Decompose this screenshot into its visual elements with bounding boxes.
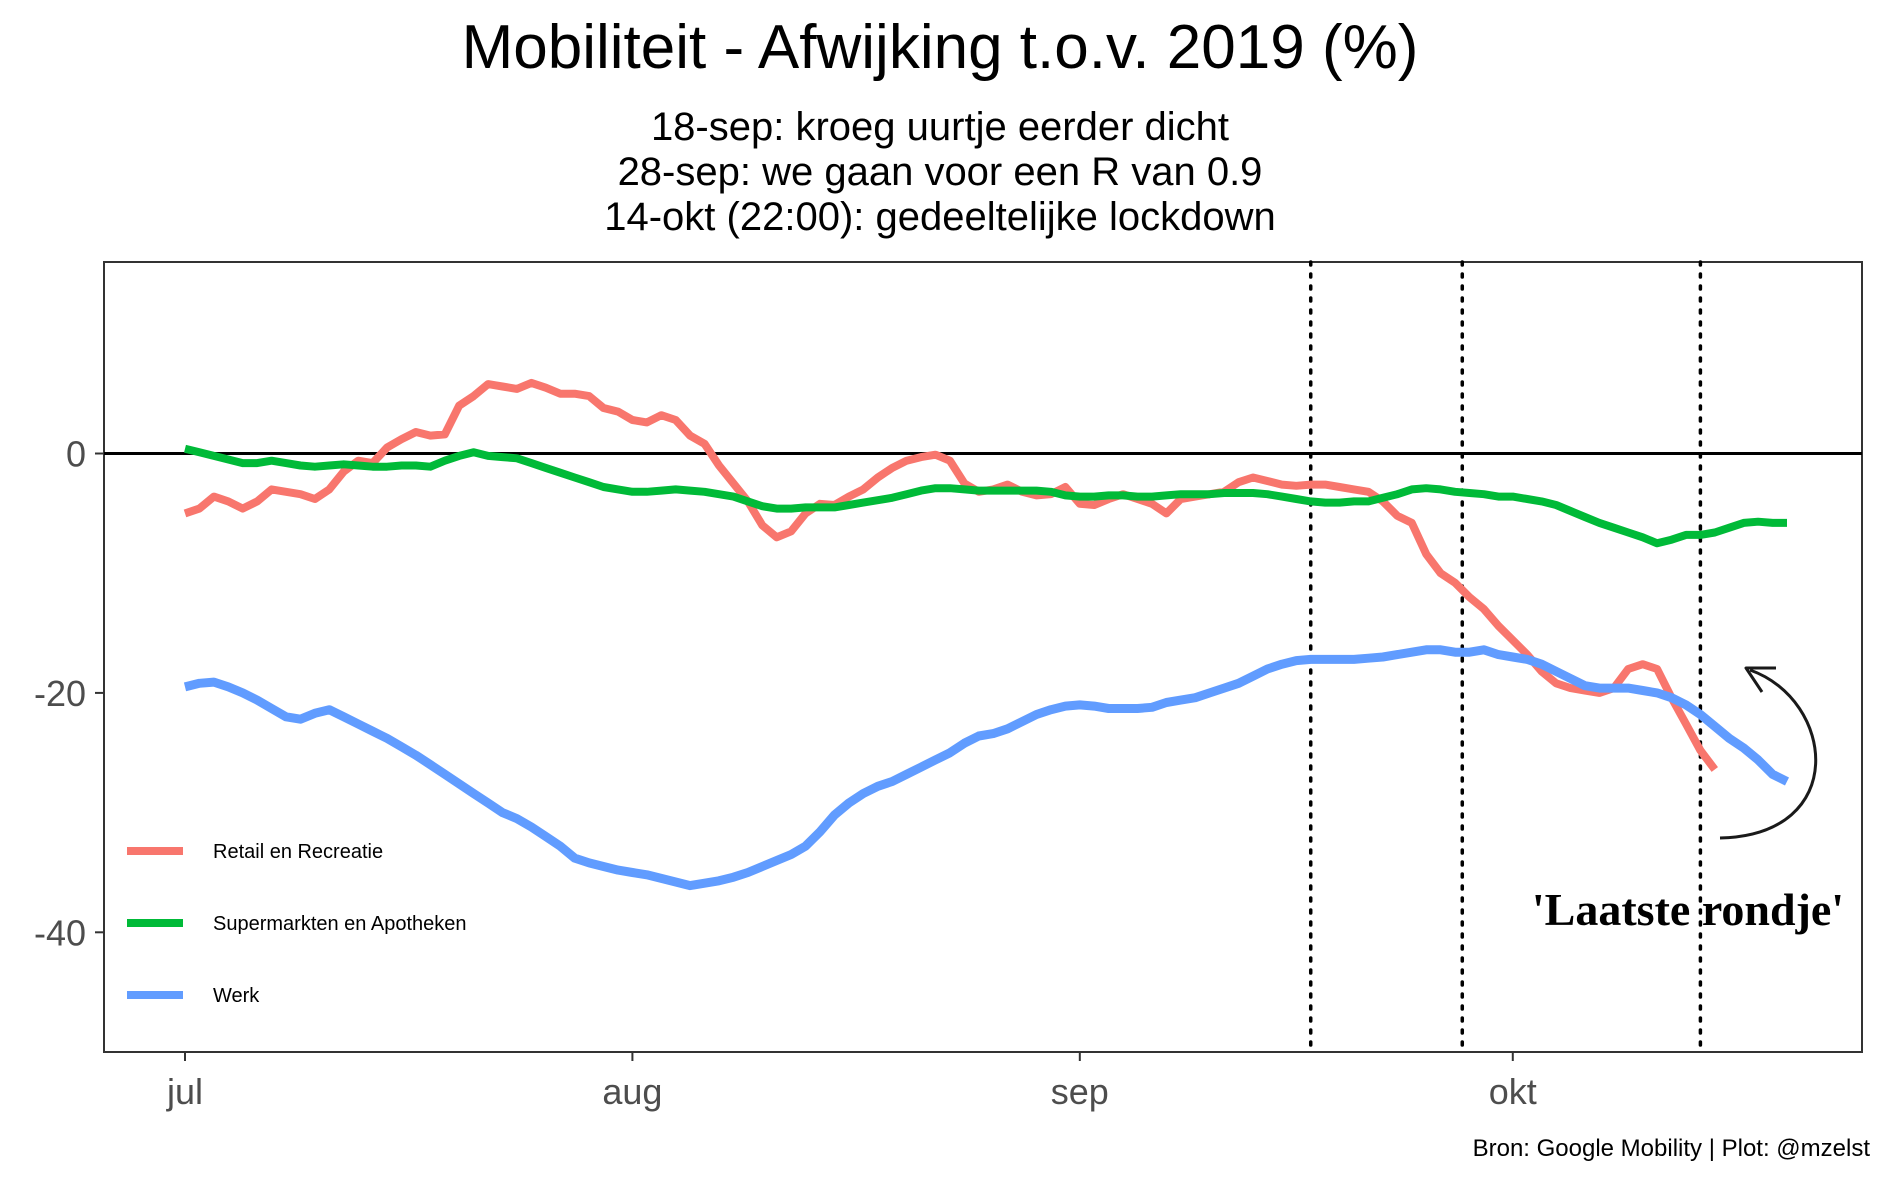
y-axis: 0 -20 -40 [34, 434, 104, 953]
x-tick-label-aug: aug [602, 1071, 662, 1112]
series-line-retail-en-recreatie [183, 378, 1718, 772]
annotation-arrowhead [1744, 666, 1776, 693]
annotation-arrow-path [1719, 668, 1818, 840]
legend: Retail en Recreatie Supermarkten en Apoth… [127, 841, 467, 1007]
y-tick-label: -20 [34, 673, 86, 714]
legend-label-3: Werk [213, 985, 260, 1007]
y-tick-label: -40 [34, 912, 86, 953]
chart-title: Mobiliteit - Afwijking t.o.v. 2019 (%) [462, 13, 1419, 82]
chart-subtitle-line-2: 28-sep: we gaan voor een R van 0.9 [618, 150, 1263, 194]
chart-subtitle-line-3: 14-okt (22:00): gedeeltelijke lockdown [604, 195, 1276, 239]
annotation-arrow [1719, 666, 1818, 840]
series-line-werk [183, 645, 1790, 891]
laatste-rondje-annotation: 'Laatste rondje' [1532, 884, 1844, 935]
y-tick-label: 0 [66, 434, 86, 475]
legend-label-2: Supermarkten en Apotheken [213, 913, 467, 935]
plot-panel-border [103, 261, 1863, 1053]
x-tick-label-jul: jul [166, 1071, 203, 1112]
series-lines [183, 378, 1790, 891]
x-tick-label-sep: sep [1051, 1071, 1109, 1112]
legend-label-1: Retail en Recreatie [213, 841, 383, 863]
chart-subtitle-line-1: 18-sep: kroeg uurtje eerder dicht [651, 105, 1229, 149]
series-line-supermarkten-en-apotheken [184, 444, 1787, 548]
x-axis: jul aug sep okt [166, 1052, 1537, 1112]
x-tick-label-okt: okt [1489, 1071, 1537, 1112]
chart-caption: Bron: Google Mobility | Plot: @mzelst [1473, 1135, 1871, 1162]
